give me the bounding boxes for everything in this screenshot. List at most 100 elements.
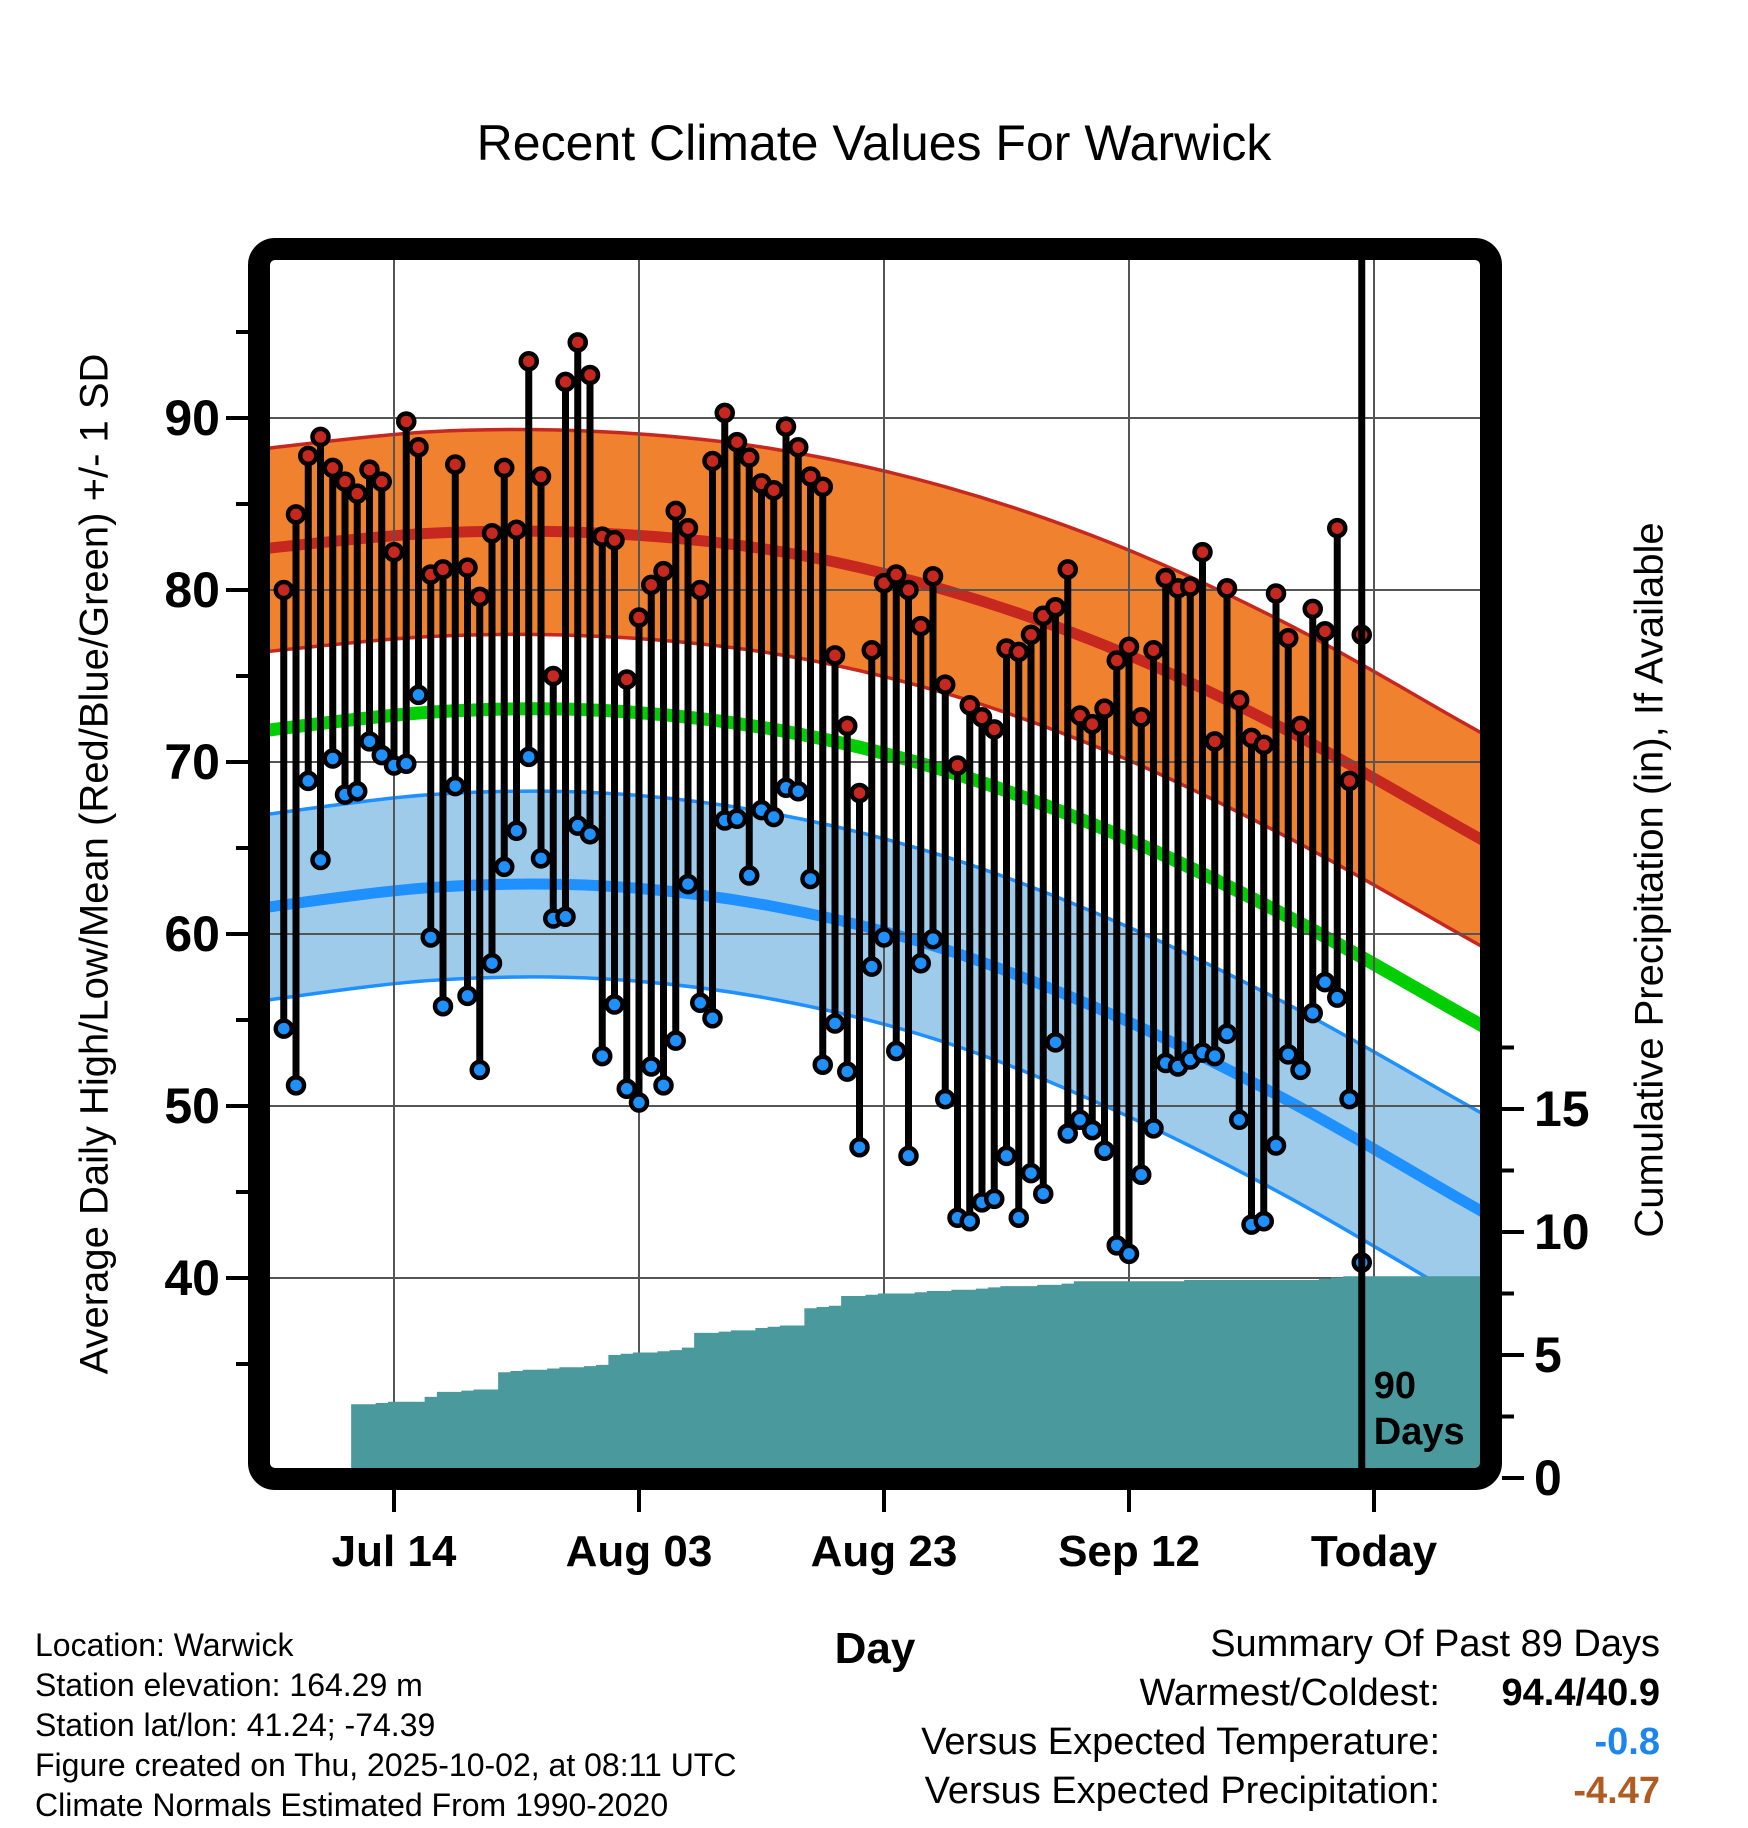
summary-title: Summary Of Past 89 Days [1210,1623,1660,1665]
right-tick-label: 15 [1534,1081,1590,1137]
daily-high-dot [1180,576,1201,597]
daily-high-dot [445,454,466,475]
daily-high-dot [334,471,356,492]
daily-low-dot [359,731,380,752]
daily-low-dot [1327,987,1348,1008]
daily-high-dot [922,565,944,587]
daily-low-dot [494,856,515,878]
daily-low-dot [1020,1162,1042,1184]
daily-low-dot [555,906,576,928]
daily-low-dot [763,806,784,828]
daily-high-dot [665,500,686,522]
daily-high-dot [1204,731,1225,752]
left-tick-label: 90 [164,390,220,446]
cumulative-precip-area [270,1276,1480,1468]
daily-temperature-stems [273,332,1372,1273]
daily-low-dot [273,1018,294,1039]
daily-high-dot [910,615,931,637]
x-tick-label: Jul 14 [332,1527,457,1576]
daily-high-dot [1314,621,1336,642]
daily-low-dot [310,849,331,871]
daily-high-dot [1118,636,1140,658]
daily-low-dot [518,746,539,768]
daily-high-dot [1278,627,1299,649]
daily-high-dot [518,350,539,372]
daily-high-dot [702,450,723,472]
climate-normals-note: Climate Normals Estimated From 1990-2020 [35,1787,669,1823]
daily-high-dot [322,457,343,479]
daily-high-dot [1045,596,1066,618]
station-metadata: Location: Warwick Station elevation: 164… [35,1625,736,1825]
daily-low-dot [628,1092,650,1113]
summary-row-warmest-coldest: Warmest/Coldest: 94.4/40.9 [921,1669,1660,1718]
daily-low-dot [984,1188,1005,1210]
daily-low-dot [641,1056,662,1077]
daily-high-dot [396,411,417,432]
daily-high-dot [567,332,588,353]
high-band-top-edge [270,427,1480,735]
daily-high-dot [824,645,846,666]
daily-low-dot [1094,1140,1115,1161]
daily-low-dot [592,1045,613,1067]
right-tick-label: 5 [1534,1327,1562,1383]
vs-temperature-value: -0.8 [1594,1721,1660,1763]
daily-high-dot [775,416,797,437]
daily-high-dot [1155,567,1176,589]
daily-low-dot [910,952,931,974]
daily-low-dot [530,848,552,869]
x-axis-title: Day [834,1624,916,1673]
daily-high-dot [1094,698,1115,719]
daily-low-dot [506,820,527,842]
daily-low-dot [420,927,441,948]
left-tick-label: 60 [164,906,220,962]
summary-row-vs-temperature: Versus Expected Temperature: -0.8 [921,1718,1660,1767]
daily-low-dot [408,684,429,706]
left-tick-label: 50 [164,1078,220,1134]
daily-high-dot [1143,639,1164,661]
daily-low-dot [812,1054,833,1075]
vs-precipitation-label: Versus Expected Precipitation: [924,1770,1440,1812]
daily-high-dot [628,607,650,628]
daily-high-dot [530,466,552,487]
daily-high-dot [641,574,662,596]
daily-low-dot [824,1013,846,1034]
daily-high-dot [1008,641,1029,663]
daily-high-dot [1192,541,1213,563]
daily-low-dot [285,1075,307,1096]
daily-low-dot [1204,1045,1225,1067]
x-tick-label: Aug 23 [811,1527,958,1576]
daily-low-dot [1339,1088,1360,1110]
daily-high-dot [837,715,858,737]
daily-low-dot [396,753,417,774]
daily-low-dot [935,1088,956,1110]
daily-high-dot [788,436,809,458]
daily-high-dot [604,529,625,551]
plot-border [248,238,1502,1490]
left-tick-label: 80 [164,562,220,618]
left-tick-label: 40 [164,1250,220,1306]
daily-high-dot [371,471,392,492]
daily-low-dot [1082,1119,1103,1141]
daily-high-dot [1253,734,1274,756]
daily-high-dot [1020,624,1042,645]
daily-high-dot [383,541,405,563]
daily-low-dot [665,1030,686,1051]
daily-high-dot [359,459,380,480]
daily-high-dot [457,557,478,578]
daily-high-dot [959,694,980,716]
figure-created: Figure created on Thu, 2025-10-02, at 08… [35,1747,737,1783]
daily-high-dot [1229,689,1250,711]
daily-low-dot [469,1059,490,1081]
daily-low-dot [1008,1207,1029,1229]
daily-low-dot [1290,1059,1311,1081]
daily-high-dot [690,579,711,601]
daily-high-dot [886,564,907,585]
daily-low-dot [1314,971,1336,993]
daily-low-dot [702,1008,723,1029]
daily-low-dot [1278,1044,1299,1065]
station-elevation: Station elevation: 164.29 m [35,1667,423,1703]
daily-low-dot [322,748,343,769]
daily-high-dot [579,364,601,386]
daily-high-dot [432,559,454,580]
